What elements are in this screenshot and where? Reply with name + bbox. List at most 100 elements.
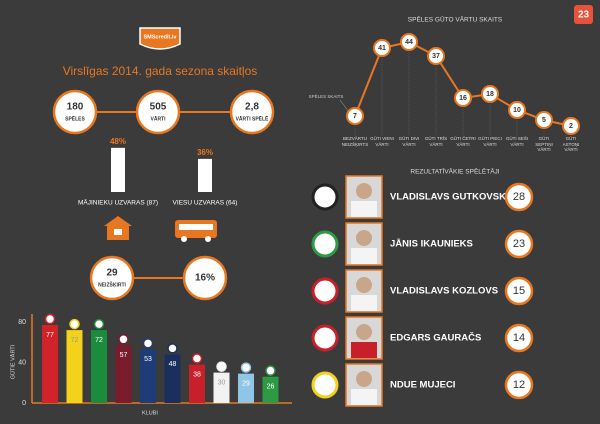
- club-logo: [265, 365, 276, 376]
- player-goals: 12: [513, 379, 525, 391]
- point: [373, 39, 391, 57]
- photo-body: [351, 248, 377, 264]
- club-logo: [240, 362, 252, 373]
- club-logo: [191, 353, 203, 364]
- player-goals: 14: [513, 332, 525, 344]
- point-label: 10: [513, 107, 521, 114]
- stat-label: VĀRTI SPĒLĒ: [236, 115, 269, 122]
- logo-shape: [139, 27, 181, 50]
- y-tick-label: 40: [18, 359, 26, 366]
- x-tick-label: GŪTI VIENI VĀRTI: [370, 136, 394, 147]
- stat-circle: [229, 89, 275, 135]
- house-icon: [104, 216, 132, 240]
- x-tick-label: GŪTI ASTOŅI VĀRTI: [562, 136, 580, 152]
- player-goals: 28: [513, 191, 525, 203]
- point: [427, 47, 445, 65]
- photo-head: [356, 277, 372, 293]
- bar-label: 38: [193, 371, 201, 378]
- point: [562, 117, 580, 135]
- point-label: 5: [542, 117, 546, 124]
- club-badge: [311, 324, 339, 352]
- bar-label: 30: [218, 379, 226, 386]
- x-tick-label: GŪTI SEŠI VĀRTI: [505, 136, 529, 147]
- photo-head: [356, 324, 372, 340]
- logo-text: SMScredit.lv: [143, 34, 177, 40]
- point-label: 41: [378, 45, 386, 52]
- point: [481, 85, 499, 103]
- point-label: 7: [353, 113, 357, 120]
- club-logo: [44, 313, 56, 325]
- player-name: JĀNIS IKAUNIEKS: [390, 239, 473, 250]
- title: Virslīgas 2014. gada sezona skaitļos: [63, 64, 258, 78]
- bar-label: 29: [242, 380, 250, 387]
- y-tick-label: 80: [18, 319, 26, 326]
- x-label: KLUBI: [142, 410, 158, 416]
- bar-label: 72: [71, 337, 79, 344]
- club-badge: [311, 277, 339, 305]
- goals-circle: [504, 276, 534, 306]
- club-logo: [216, 361, 227, 372]
- stat-value: 505: [150, 102, 167, 113]
- win-bar: [111, 147, 125, 192]
- photo-head: [356, 230, 372, 246]
- bar-label: 26: [267, 384, 275, 391]
- x-tick-label: GŪTI ČETRI VĀRTI: [450, 136, 476, 147]
- y-label: GŪTIE VĀRTI: [9, 344, 16, 379]
- stat-circle: [135, 89, 181, 135]
- win-bar: [198, 158, 212, 192]
- annotation: SPĒLES SKAITS: [309, 93, 344, 99]
- photo-body: [351, 201, 377, 217]
- bar: [189, 364, 205, 403]
- photo-head: [356, 371, 372, 387]
- player-goals: 15: [513, 285, 525, 297]
- club-logo: [118, 334, 129, 345]
- club-logo: [93, 318, 105, 330]
- win-label: 36%: [197, 148, 213, 157]
- win-category: MĀJINIEKU UZVARAS (87): [78, 199, 158, 207]
- club-badge: [311, 230, 339, 258]
- player-name: EDGARS GAURAČS: [390, 332, 481, 344]
- bus-icon: [175, 220, 217, 242]
- point-label: 2: [569, 123, 573, 130]
- bar: [42, 325, 58, 403]
- x-tick-label: GŪTI DIVI VĀRTI: [398, 136, 420, 147]
- point: [400, 33, 418, 51]
- player-name: NDUE MUJECI: [390, 380, 455, 391]
- stat-label: VĀRTI: [151, 115, 167, 122]
- player-name: VLADISLAVS GUTKOVSKIS: [390, 192, 515, 203]
- photo-body: [351, 389, 377, 405]
- bar-label: 57: [120, 352, 128, 359]
- x-tick-label: GŪTI SEPTIŅI VĀRTI: [535, 136, 553, 152]
- bar: [238, 373, 254, 403]
- x-tick-label: GŪTI TRĪS VĀRTI: [424, 136, 448, 147]
- annotation-line: [339, 99, 350, 113]
- goals-circle: [504, 182, 534, 212]
- goals-circle: [504, 323, 534, 353]
- bar-label: 48: [169, 361, 177, 368]
- club-badge: [311, 371, 339, 399]
- club-logo: [69, 318, 80, 330]
- bar: [115, 345, 132, 403]
- point-label: 16: [459, 95, 467, 102]
- point-label: 18: [486, 91, 494, 98]
- point: [535, 111, 553, 129]
- player-name: VLADISLAVS KOZLOVS: [390, 286, 498, 297]
- point: [346, 107, 364, 125]
- bar-label: 53: [144, 356, 152, 363]
- bar: [262, 376, 279, 403]
- player-goals: 23: [513, 238, 525, 250]
- bar: [91, 330, 107, 403]
- goals-circle: [504, 370, 534, 400]
- point: [508, 101, 526, 119]
- bar: [213, 372, 230, 403]
- stat-value: 180: [67, 102, 84, 113]
- line-title: SPĒLES GŪTO VĀRTU SKAITS: [408, 16, 503, 24]
- page-number: 23: [578, 10, 590, 21]
- players-title: REZULTATĪVĀKIE SPĒLĒTĀJI: [410, 168, 499, 176]
- y-tick-label: 0: [22, 400, 26, 407]
- photo-head: [356, 183, 372, 199]
- x-tick-label: GŪTI PIECI VĀRTI: [478, 136, 502, 147]
- bar: [164, 354, 181, 403]
- draw-label: NEIZŠĶIRTI: [98, 280, 126, 288]
- draw-value: 16%: [195, 273, 215, 284]
